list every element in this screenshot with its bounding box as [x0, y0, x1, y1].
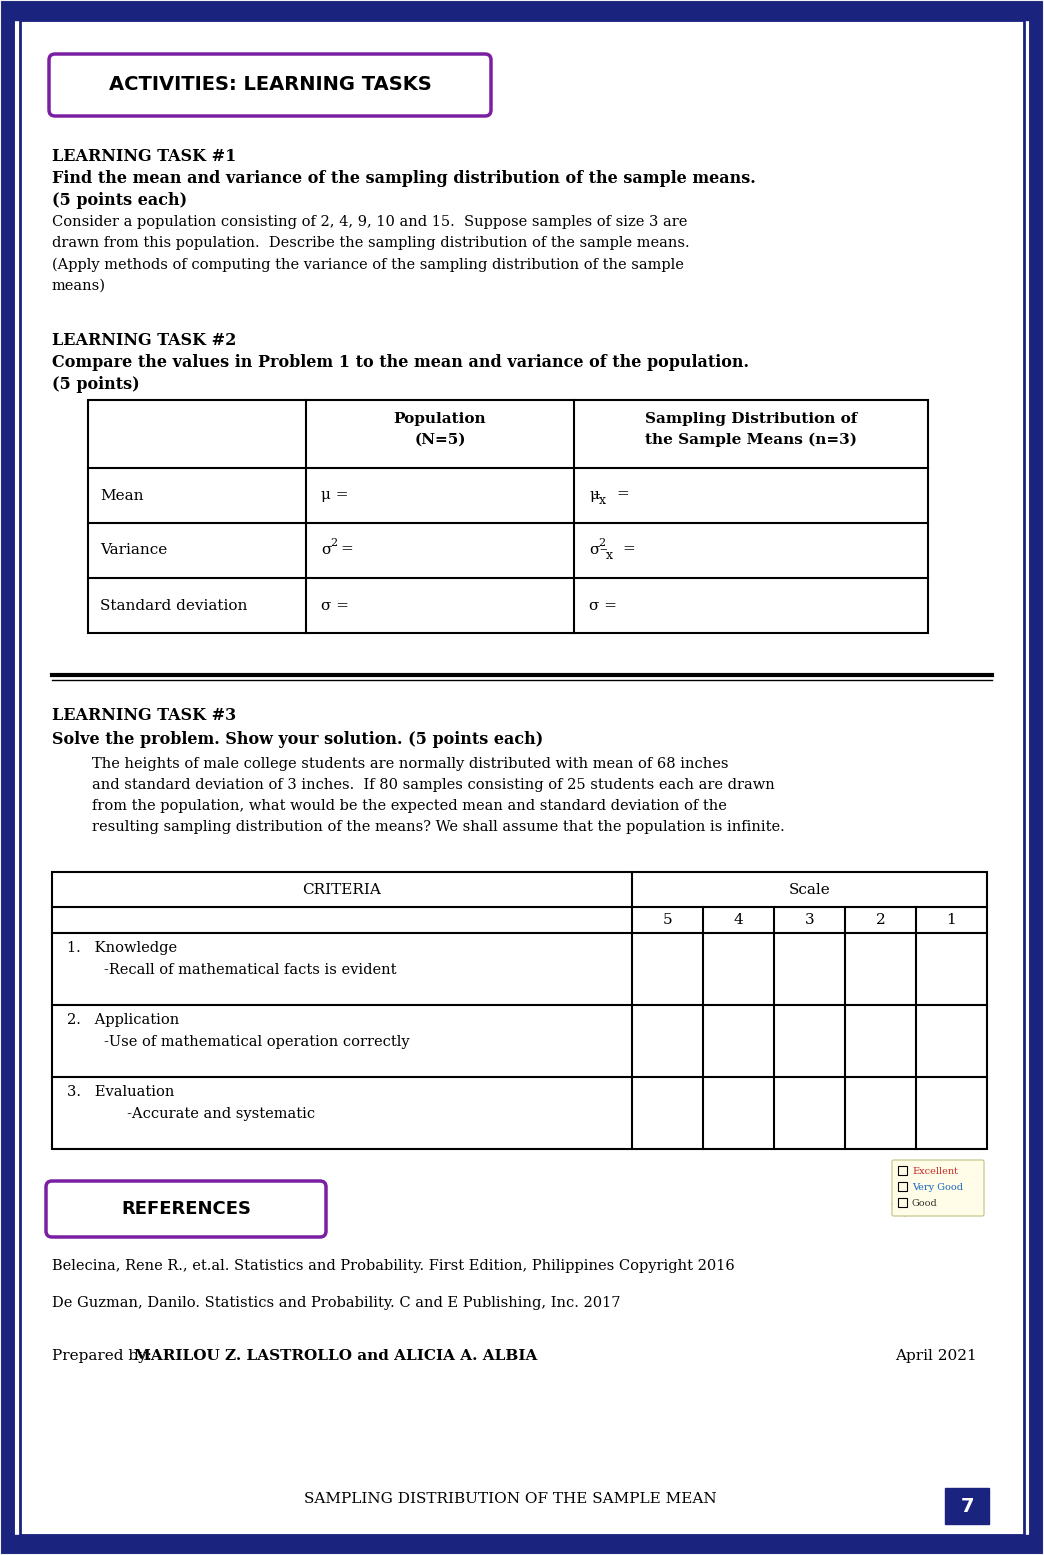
Text: (5 points): (5 points) [52, 376, 140, 393]
Text: ̅x: ̅x [599, 494, 606, 507]
Bar [52, 872, 987, 1149]
Text: σ =: σ = [321, 599, 349, 613]
Text: ACTIVITIES: LEARNING TASKS: ACTIVITIES: LEARNING TASKS [109, 76, 431, 95]
Text: Compare the values in Problem 1 to the mean and variance of the population.: Compare the values in Problem 1 to the m… [52, 355, 749, 372]
Bar [898, 1166, 907, 1176]
Text: σ: σ [321, 543, 331, 557]
Text: (5 points each): (5 points each) [52, 191, 187, 208]
Text: LEARNING TASK #2: LEARNING TASK #2 [52, 333, 236, 348]
FancyBboxPatch shape [46, 1180, 326, 1236]
Text: σ: σ [589, 543, 599, 557]
Text: 1: 1 [947, 913, 956, 927]
Text: Find the mean and variance of the sampling distribution of the sample means.: Find the mean and variance of the sampli… [52, 169, 756, 187]
Text: Mean: Mean [100, 488, 143, 502]
Polygon shape [892, 1162, 940, 1216]
Bar [945, 1488, 989, 1524]
Text: 7: 7 [960, 1496, 974, 1516]
FancyBboxPatch shape [892, 1160, 984, 1216]
Text: σ =: σ = [589, 599, 617, 613]
Text: the Sample Means (n=3): the Sample Means (n=3) [645, 432, 857, 448]
Text: Consider a population consisting of 2, 4, 9, 10 and 15.  Suppose samples of size: Consider a population consisting of 2, 4… [52, 215, 690, 292]
Text: LEARNING TASK #1: LEARNING TASK #1 [52, 148, 236, 165]
Text: Population: Population [394, 412, 487, 426]
Text: μ: μ [589, 488, 599, 502]
Text: The heights of male college students are normally distributed with mean of 68 in: The heights of male college students are… [92, 757, 785, 835]
Bar [88, 400, 928, 633]
Text: April 2021: April 2021 [895, 1350, 977, 1364]
FancyBboxPatch shape [49, 54, 491, 117]
Text: Very Good: Very Good [912, 1183, 963, 1193]
Text: =: = [622, 543, 635, 557]
Text: 3: 3 [805, 913, 814, 927]
Text: CRITERIA: CRITERIA [303, 883, 381, 897]
Bar [8, 1535, 1036, 1547]
Text: 3.   Evaluation
             -Accurate and systematic: 3. Evaluation -Accurate and systematic [67, 1085, 315, 1121]
Bar [8, 8, 1036, 20]
Text: μ =: μ = [321, 488, 349, 502]
Text: 4: 4 [734, 913, 743, 927]
Text: 2: 2 [876, 913, 885, 927]
Text: =: = [616, 488, 628, 502]
Text: REFERENCES: REFERENCES [121, 1200, 251, 1218]
Bar [898, 1182, 907, 1191]
Text: Solve the problem. Show your solution. (5 points each): Solve the problem. Show your solution. (… [52, 731, 543, 748]
Text: SAMPLING DISTRIBUTION OF THE SAMPLE MEAN: SAMPLING DISTRIBUTION OF THE SAMPLE MEAN [304, 1491, 716, 1505]
Text: (N=5): (N=5) [414, 432, 466, 446]
Text: 5: 5 [663, 913, 672, 927]
Text: Good: Good [912, 1199, 938, 1208]
Text: 2: 2 [330, 538, 337, 549]
Text: Belecina, Rene R., et.al. Statistics and Probability. First Edition, Philippines: Belecina, Rene R., et.al. Statistics and… [52, 1260, 735, 1274]
Text: De Guzman, Danilo. Statistics and Probability. C and E Publishing, Inc. 2017: De Guzman, Danilo. Statistics and Probab… [52, 1295, 620, 1309]
Text: Standard deviation: Standard deviation [100, 599, 247, 613]
Text: 2.   Application
        -Use of mathematical operation correctly: 2. Application -Use of mathematical oper… [67, 1012, 409, 1048]
Text: Variance: Variance [100, 544, 167, 558]
Text: 1.   Knowledge
        -Recall of mathematical facts is evident: 1. Knowledge -Recall of mathematical fac… [67, 941, 397, 977]
Text: MARILOU Z. LASTROLLO and ALICIA A. ALBIA: MARILOU Z. LASTROLLO and ALICIA A. ALBIA [134, 1350, 538, 1364]
Text: Excellent: Excellent [912, 1166, 958, 1176]
Text: =: = [340, 543, 353, 557]
Text: 2: 2 [598, 538, 606, 549]
Bar [898, 1197, 907, 1207]
Text: Prepared by:: Prepared by: [52, 1350, 157, 1364]
Text: LEARNING TASK #3: LEARNING TASK #3 [52, 708, 236, 725]
Text: Scale: Scale [788, 883, 830, 897]
Text: Sampling Distribution of: Sampling Distribution of [645, 412, 857, 426]
Text: ̅x: ̅x [606, 549, 613, 561]
